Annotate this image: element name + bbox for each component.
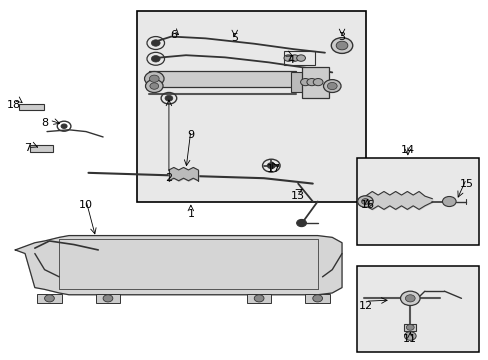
Circle shape	[405, 295, 414, 302]
Text: 16: 16	[360, 200, 374, 210]
Circle shape	[300, 78, 310, 86]
Text: 1: 1	[187, 209, 194, 219]
Circle shape	[267, 163, 275, 168]
Circle shape	[357, 196, 372, 207]
Text: 18: 18	[7, 100, 21, 110]
Circle shape	[103, 295, 113, 302]
Circle shape	[296, 55, 305, 61]
Text: 15: 15	[458, 179, 472, 189]
Text: 3: 3	[338, 32, 345, 41]
Circle shape	[306, 78, 316, 86]
Circle shape	[312, 295, 322, 302]
Bar	[290, 72, 303, 92]
Text: 6: 6	[170, 30, 177, 40]
Circle shape	[164, 95, 172, 101]
Circle shape	[313, 78, 323, 86]
Circle shape	[149, 75, 159, 82]
Text: 11: 11	[403, 333, 416, 343]
Circle shape	[442, 197, 455, 207]
Circle shape	[254, 295, 264, 302]
Circle shape	[144, 72, 163, 86]
Circle shape	[290, 55, 299, 61]
Circle shape	[44, 295, 54, 302]
Text: 7: 7	[24, 143, 31, 153]
Bar	[356, 266, 478, 352]
Circle shape	[335, 41, 347, 50]
Circle shape	[145, 80, 163, 93]
Bar	[30, 145, 53, 152]
Bar	[149, 71, 295, 87]
Text: 17: 17	[266, 164, 280, 174]
Bar	[19, 104, 43, 110]
Circle shape	[404, 332, 415, 340]
Text: 2: 2	[165, 173, 172, 183]
Circle shape	[151, 55, 160, 62]
Circle shape	[406, 324, 413, 330]
Text: 4: 4	[286, 55, 294, 65]
Text: 9: 9	[187, 130, 194, 140]
Text: 10: 10	[79, 200, 93, 210]
Text: 14: 14	[400, 144, 414, 154]
Bar	[283, 51, 315, 65]
Circle shape	[327, 82, 336, 90]
Circle shape	[296, 220, 306, 226]
Text: 8: 8	[41, 118, 48, 128]
Bar	[96, 294, 120, 303]
Bar	[305, 294, 329, 303]
Bar	[404, 324, 415, 330]
Circle shape	[61, 124, 67, 129]
Bar	[246, 294, 271, 303]
Circle shape	[330, 38, 352, 53]
Bar	[37, 294, 61, 303]
Bar	[137, 12, 366, 202]
Circle shape	[150, 83, 158, 89]
Circle shape	[323, 80, 340, 93]
Text: 13: 13	[290, 191, 305, 201]
Text: 12: 12	[358, 301, 372, 311]
Bar	[302, 67, 328, 98]
Circle shape	[361, 199, 368, 204]
Circle shape	[151, 40, 160, 46]
Bar	[356, 158, 478, 244]
Circle shape	[400, 291, 419, 306]
Circle shape	[284, 55, 292, 61]
Polygon shape	[15, 235, 341, 295]
Text: 5: 5	[231, 33, 238, 43]
